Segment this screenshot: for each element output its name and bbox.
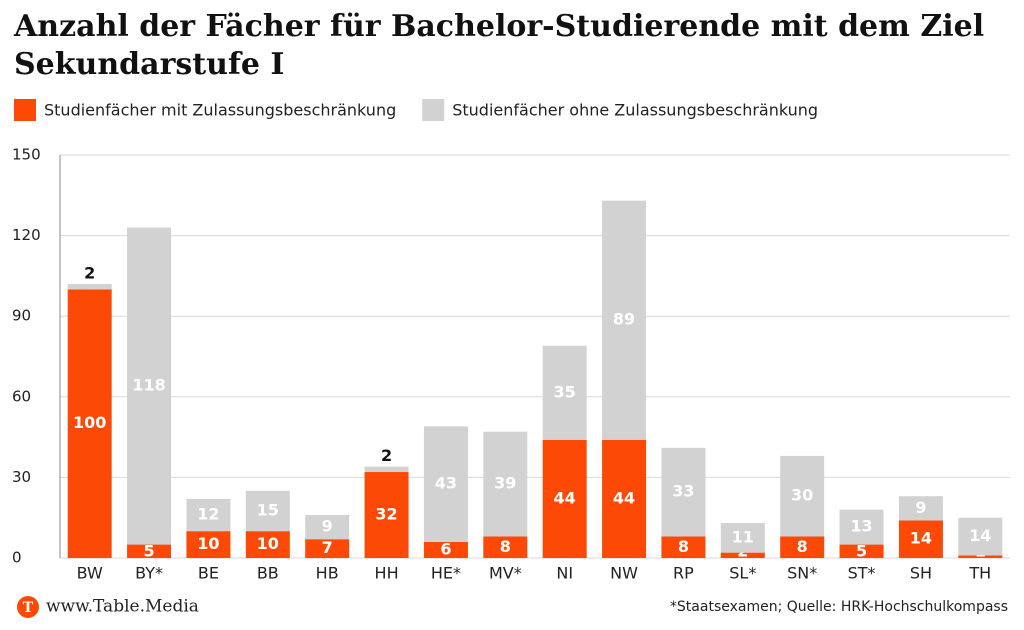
x-tick-label: HE*: [431, 564, 461, 583]
bar-segment: [245, 531, 290, 558]
value-label: 8: [797, 537, 808, 556]
x-tick-label: BW: [77, 564, 103, 583]
bar-segment: [720, 552, 765, 558]
value-label: 10: [257, 534, 279, 553]
value-label: 89: [613, 310, 635, 329]
value-label: 8: [678, 537, 689, 556]
value-label: 7: [322, 538, 333, 557]
y-tick-label: 150: [12, 146, 41, 164]
footnote: *Staatsexamen; Quelle: HRK-Hochschulkomp…: [670, 599, 1008, 615]
value-label: 43: [435, 474, 457, 493]
value-label: 15: [257, 500, 279, 519]
value-label: 6: [440, 539, 451, 558]
bar-segment: [423, 541, 468, 558]
bar-segment: [364, 472, 409, 558]
bar-segment: [898, 496, 943, 521]
legend-label: Studienfächer ohne Zulassungsbeschränkun…: [452, 101, 818, 120]
bar-segment: [542, 439, 587, 558]
bar-segment: [186, 498, 231, 532]
value-label: 8: [500, 537, 511, 556]
value-label: 13: [850, 517, 872, 536]
value-label: 30: [791, 486, 813, 505]
value-label: 100: [73, 413, 106, 432]
bar-segment: [602, 200, 647, 440]
value-label: 32: [375, 505, 397, 524]
bar-segment: [780, 455, 825, 537]
x-tick-label: NW: [610, 564, 638, 583]
bar-segment: [245, 490, 290, 532]
value-label: 5: [856, 542, 867, 561]
value-label: 9: [915, 498, 926, 517]
bar-segment: [483, 431, 528, 537]
logo: T: [23, 600, 34, 616]
bar-segment: [898, 520, 943, 558]
bar-segment: [542, 345, 587, 440]
bar-segment: [127, 227, 172, 545]
bar-segment: [839, 509, 884, 545]
legend-swatch: [422, 99, 445, 121]
value-label: 44: [554, 488, 576, 507]
value-label: 35: [554, 382, 576, 401]
bar-segment: [958, 555, 1003, 558]
x-tick-label: ST*: [848, 564, 876, 583]
chart-title: Anzahl der Fächer für Bachelor-Studieren…: [14, 9, 985, 82]
value-label: 14: [969, 526, 991, 545]
value-label: 12: [197, 505, 219, 524]
x-tick-label: HB: [316, 564, 339, 583]
x-tick-label: HH: [375, 564, 399, 583]
y-tick-label: 120: [12, 226, 41, 244]
logo-circle: [17, 596, 39, 618]
source-site: www.Table.Media: [46, 597, 199, 617]
x-tick-label: TH: [968, 564, 991, 583]
y-tick-label: 60: [12, 387, 31, 405]
bar-segment: [364, 466, 409, 473]
y-tick-label: 30: [12, 468, 31, 486]
x-tick-label: SN*: [787, 564, 817, 583]
bar-segment: [839, 544, 884, 558]
bar-segment: [67, 289, 112, 558]
bar-segment: [780, 536, 825, 558]
value-label: 2: [381, 446, 392, 465]
x-tick-label: SH: [910, 564, 932, 583]
x-tick-label: BY*: [135, 564, 163, 583]
value-label: 10: [197, 534, 219, 553]
value-label: 14: [910, 529, 932, 548]
value-label: 5: [143, 542, 154, 561]
value-label: 2: [84, 263, 95, 282]
value-label: 118: [132, 376, 165, 395]
bar-segment: [720, 523, 765, 553]
x-tick-label: BE: [198, 564, 219, 583]
x-tick-label: RP: [673, 564, 694, 583]
x-tick-label: BB: [257, 564, 279, 583]
bar-segment: [305, 539, 350, 558]
value-label: 39: [494, 474, 516, 493]
value-label: 44: [613, 488, 635, 507]
legend-label: Studienfächer mit Zulassungsbeschränkung: [44, 101, 396, 120]
y-tick-label: 0: [12, 549, 22, 567]
bar-segment: [661, 536, 706, 558]
bar-segment: [423, 426, 468, 542]
bar-segment: [483, 536, 528, 558]
bar-segment: [67, 283, 112, 290]
value-label: 11: [732, 527, 754, 546]
bar-segment: [305, 515, 350, 540]
value-label: 33: [672, 482, 694, 501]
bar-segment: [127, 544, 172, 558]
x-tick-label: SL*: [729, 564, 756, 583]
bar-segment: [958, 517, 1003, 556]
bar-segment: [661, 447, 706, 537]
bar-segment: [186, 531, 231, 558]
legend-swatch: [14, 99, 36, 121]
y-tick-label: 90: [12, 307, 31, 325]
x-tick-label: NI: [556, 564, 573, 583]
x-tick-label: MV*: [489, 564, 522, 583]
value-label: 9: [322, 517, 333, 536]
bar-segment: [602, 439, 647, 558]
